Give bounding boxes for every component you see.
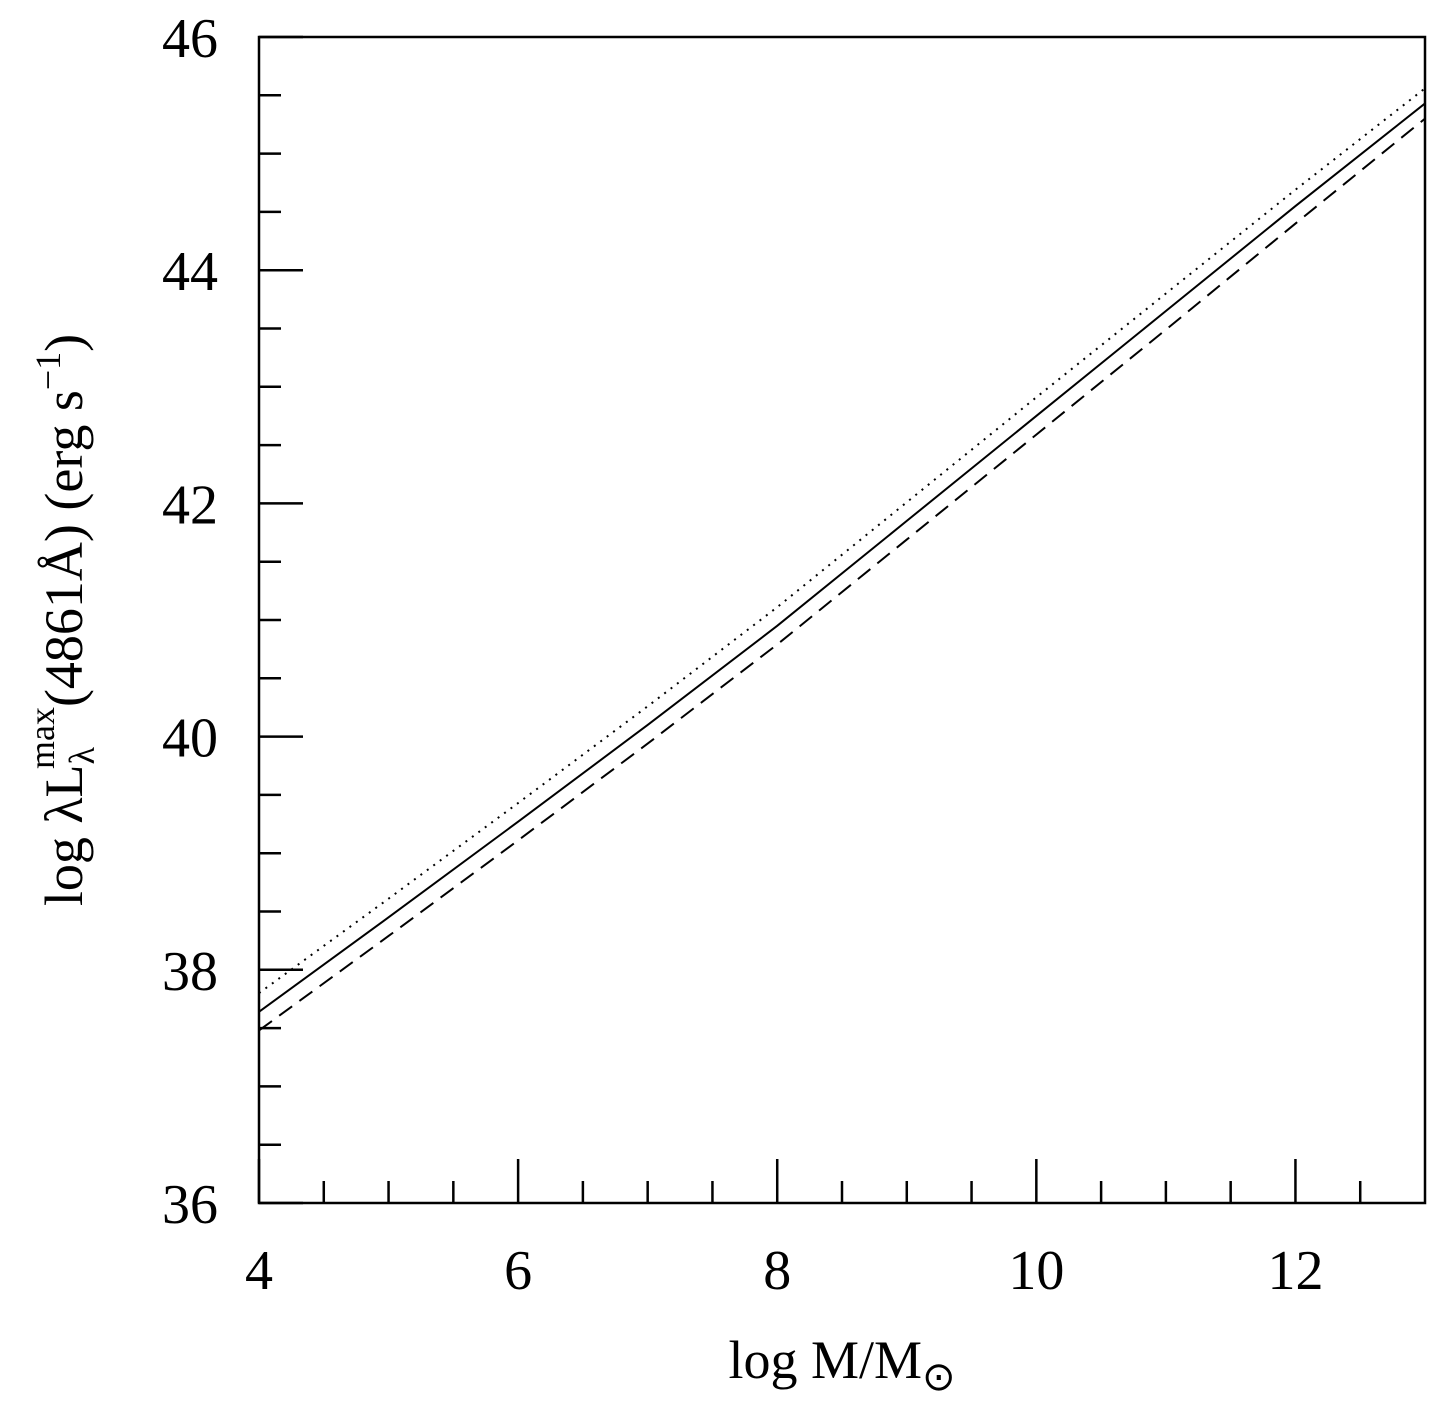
- x-label-main: log M/M: [728, 1330, 922, 1390]
- x-tick-label: 8: [763, 1240, 791, 1302]
- series-line: [258, 117, 1426, 1032]
- y-tick-label: 46: [162, 8, 218, 70]
- series-line: [258, 87, 1426, 994]
- y-label-main: log λL: [34, 765, 94, 907]
- y-label-main: ): [34, 334, 94, 352]
- plot-frame: [257, 35, 1427, 1205]
- x-tick-label: 4: [245, 1240, 273, 1302]
- x-axis-label: log M/M⊙: [728, 1330, 955, 1399]
- y-label-sup: max: [22, 707, 62, 769]
- y-tick-label: 42: [162, 474, 218, 536]
- series-line: [258, 102, 1426, 1013]
- y-axis-label: log λLλmax(4861Å) (erg s−1): [22, 334, 102, 906]
- x-tick-label: 10: [1008, 1240, 1064, 1302]
- x-label-sub: ⊙: [922, 1354, 956, 1399]
- y-label-sub: λ: [62, 747, 102, 765]
- y-tick-label: 38: [162, 941, 218, 1003]
- x-tick-label: 12: [1267, 1240, 1323, 1302]
- y-label-sup: −1: [28, 352, 68, 390]
- y-tick-label: 40: [162, 708, 218, 770]
- x-tick-label: 6: [504, 1240, 532, 1302]
- y-tick-label: 36: [162, 1174, 218, 1236]
- y-label-main: (4861Å) (erg s: [34, 390, 94, 707]
- y-tick-label: 44: [162, 241, 218, 303]
